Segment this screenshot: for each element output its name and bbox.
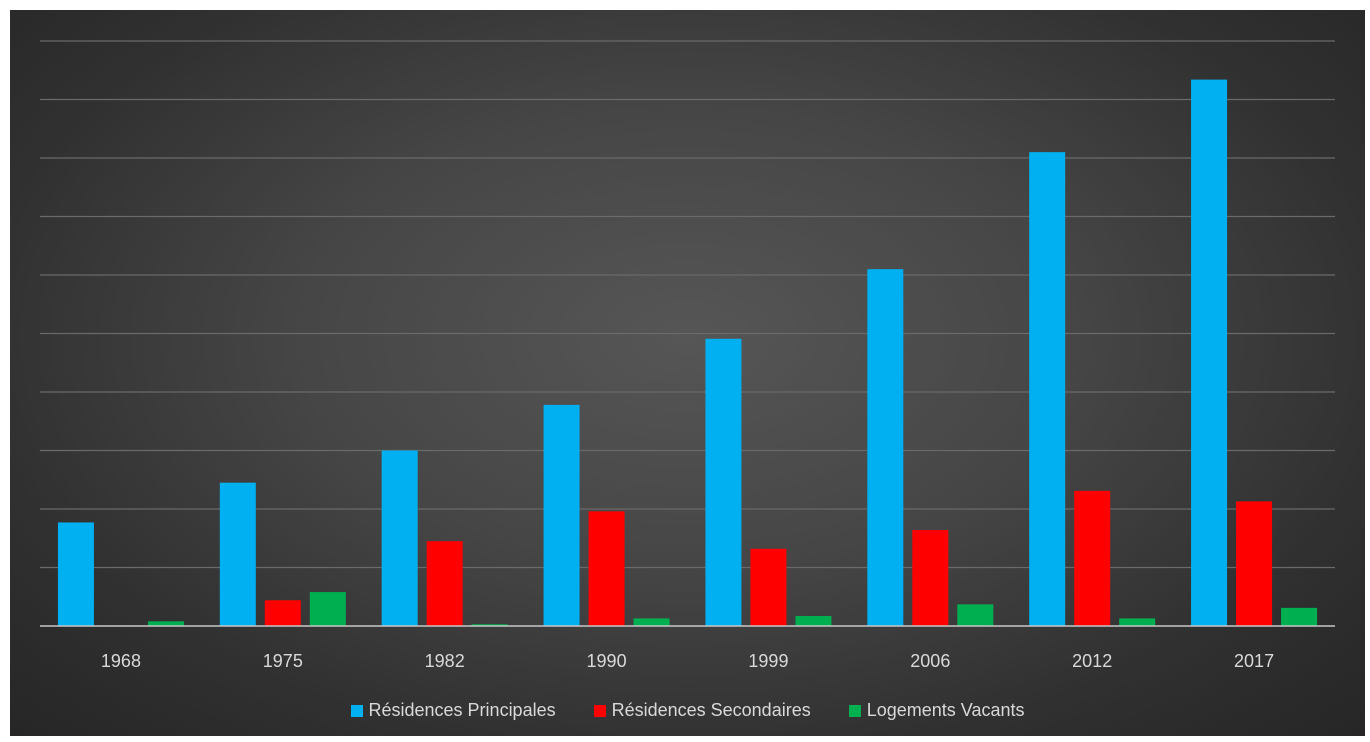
x-tick-label-1982: 1982	[425, 651, 465, 671]
gridlines	[40, 40, 1335, 569]
bar-logements-vacants-1975	[309, 592, 346, 626]
bar-r-sidences-secondaires-1990	[588, 511, 625, 626]
bars	[57, 79, 1318, 627]
x-tick-label-2006: 2006	[910, 651, 950, 671]
legend-label-logements-vacants: Logements Vacants	[866, 700, 1025, 720]
legend-item-residences-principales: Résidences Principales	[350, 700, 556, 721]
bar-logements-vacants-1999	[795, 616, 832, 626]
bar-logements-vacants-1990	[633, 618, 670, 626]
x-tick-label-2017: 2017	[1234, 651, 1274, 671]
bar-logements-vacants-2006	[957, 604, 994, 626]
legend-item-residences-secondaires: Résidences Secondaires	[593, 700, 811, 721]
legend-label-residences-secondaires: Résidences Secondaires	[611, 700, 811, 720]
bar-r-sidences-secondaires-2012	[1074, 490, 1111, 626]
bar-logements-vacants-1968	[147, 621, 184, 626]
bar-r-sidences-principales-2012	[1029, 152, 1066, 626]
bar-r-sidences-principales-1968	[57, 522, 94, 626]
x-tick-label-1990: 1990	[587, 651, 627, 671]
chart-area: 1968 1975 1982 1990 1999 2006 2012 2017 Résiden…	[10, 10, 1365, 736]
legend-swatch-logements-vacants	[848, 704, 861, 717]
bar-logements-vacants-2012	[1119, 618, 1156, 626]
legend-label-residences-principales: Résidences Principales	[368, 700, 556, 720]
bar-r-sidences-secondaires-1975	[264, 600, 301, 626]
bar-r-sidences-principales-2006	[867, 269, 904, 626]
bar-r-sidences-principales-1999	[705, 338, 742, 626]
bar-logements-vacants-2017	[1281, 607, 1318, 626]
x-tick-label-1999: 1999	[748, 651, 788, 671]
bar-r-sidences-principales-1975	[219, 482, 256, 626]
x-axis-tick-labels: 1968 1975 1982 1990 1999 2006 2012 2017	[101, 651, 1274, 671]
legend: Résidences Principales Résidences Second…	[10, 700, 1365, 721]
x-tick-label-2012: 2012	[1072, 651, 1112, 671]
legend-item-logements-vacants: Logements Vacants	[848, 700, 1025, 721]
bar-logements-vacants-1982	[471, 624, 508, 626]
bar-chart: 1968 1975 1982 1990 1999 2006 2012 2017	[40, 40, 1335, 671]
x-tick-label-1975: 1975	[263, 651, 303, 671]
bar-r-sidences-secondaires-2006	[912, 530, 949, 626]
bar-r-sidences-principales-2017	[1191, 79, 1228, 627]
bar-r-sidences-secondaires-1999	[750, 548, 787, 626]
bar-r-sidences-principales-1982	[381, 450, 418, 626]
bar-r-sidences-secondaires-2017	[1236, 501, 1273, 626]
legend-swatch-residences-principales	[350, 704, 363, 717]
bar-r-sidences-secondaires-1982	[426, 541, 463, 626]
legend-swatch-residences-secondaires	[593, 704, 606, 717]
x-tick-label-1968: 1968	[101, 651, 141, 671]
bar-r-sidences-principales-1990	[543, 404, 580, 626]
